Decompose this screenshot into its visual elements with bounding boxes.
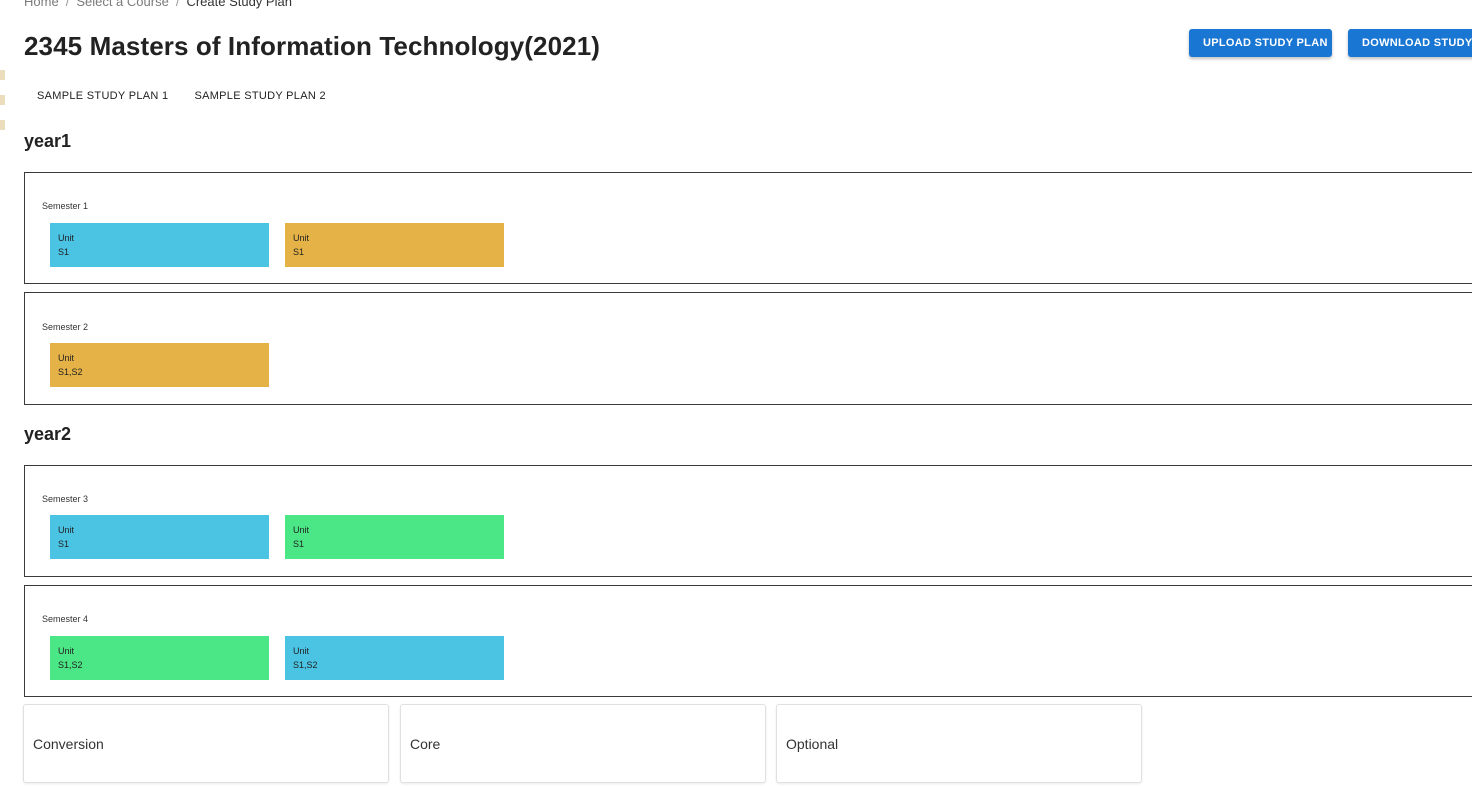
unit-name: Unit <box>293 233 310 243</box>
breadcrumb-select-course[interactable]: Select a Course <box>76 0 169 9</box>
page-title: 2345 Masters of Information Technology(2… <box>24 31 601 61</box>
semester-label: Semester 4 <box>42 614 89 624</box>
breadcrumb-home[interactable]: Home <box>24 0 59 9</box>
category-card-core[interactable]: Core <box>400 704 766 783</box>
breadcrumb-separator: / <box>65 0 70 9</box>
unit-card-conversion[interactable]: Unit S1 <box>50 223 269 267</box>
semester-box: Semester 4 Unit S1,S2 Unit S1,S2 <box>24 585 1472 697</box>
tab-sample-study-plan-2[interactable]: SAMPLE STUDY PLAN 2 <box>194 90 326 102</box>
unit-name: Unit <box>58 353 75 363</box>
unit-name: Unit <box>293 646 310 656</box>
category-card-optional[interactable]: Optional <box>776 704 1142 783</box>
year-heading: year1 <box>24 131 72 151</box>
semester-box: Semester 3 Unit S1 Unit S1 <box>24 465 1472 577</box>
unit-offering: S1,S2 <box>58 660 83 670</box>
breadcrumb: Home / Select a Course / Create Study Plan <box>24 0 292 9</box>
breadcrumb-current: Create Study Plan <box>186 0 292 9</box>
category-card-conversion[interactable]: Conversion <box>23 704 389 783</box>
semester-label: Semester 2 <box>42 322 89 332</box>
unit-offering: S1,S2 <box>293 660 318 670</box>
semester-box: Semester 1 Unit S1 Unit S1 <box>24 172 1472 284</box>
unit-name: Unit <box>293 525 310 535</box>
sample-plan-tabs: SAMPLE STUDY PLAN 1 SAMPLE STUDY PLAN 2 <box>24 84 339 108</box>
semester-label: Semester 1 <box>42 201 89 211</box>
semester-box: Semester 2 Unit S1,S2 <box>24 292 1472 405</box>
breadcrumb-separator: / <box>175 0 180 9</box>
unit-card-core[interactable]: Unit S1 <box>285 223 504 267</box>
unit-offering: S1 <box>58 539 70 549</box>
unit-name: Unit <box>58 646 75 656</box>
unit-offering: S1 <box>58 247 70 257</box>
unit-card-optional[interactable]: Unit S1,S2 <box>50 636 269 680</box>
unit-offering: S1,S2 <box>58 367 83 377</box>
unit-name: Unit <box>58 525 75 535</box>
unit-card-conversion[interactable]: Unit S1 <box>50 515 269 559</box>
background-window-edge <box>0 0 6 788</box>
unit-card-core[interactable]: Unit S1,S2 <box>50 343 269 387</box>
semester-label: Semester 3 <box>42 494 89 504</box>
unit-offering: S1 <box>293 539 305 549</box>
tab-sample-study-plan-1[interactable]: SAMPLE STUDY PLAN 1 <box>37 90 169 102</box>
unit-offering: S1 <box>293 247 305 257</box>
unit-card-optional[interactable]: Unit S1 <box>285 515 504 559</box>
upload-study-plan-button[interactable]: UPLOAD STUDY PLAN <box>1189 29 1332 57</box>
year-heading: year2 <box>24 424 72 444</box>
download-study-plan-button[interactable]: DOWNLOAD STUDY PLAN <box>1348 29 1472 57</box>
unit-name: Unit <box>58 233 75 243</box>
unit-card-conversion[interactable]: Unit S1,S2 <box>285 636 504 680</box>
